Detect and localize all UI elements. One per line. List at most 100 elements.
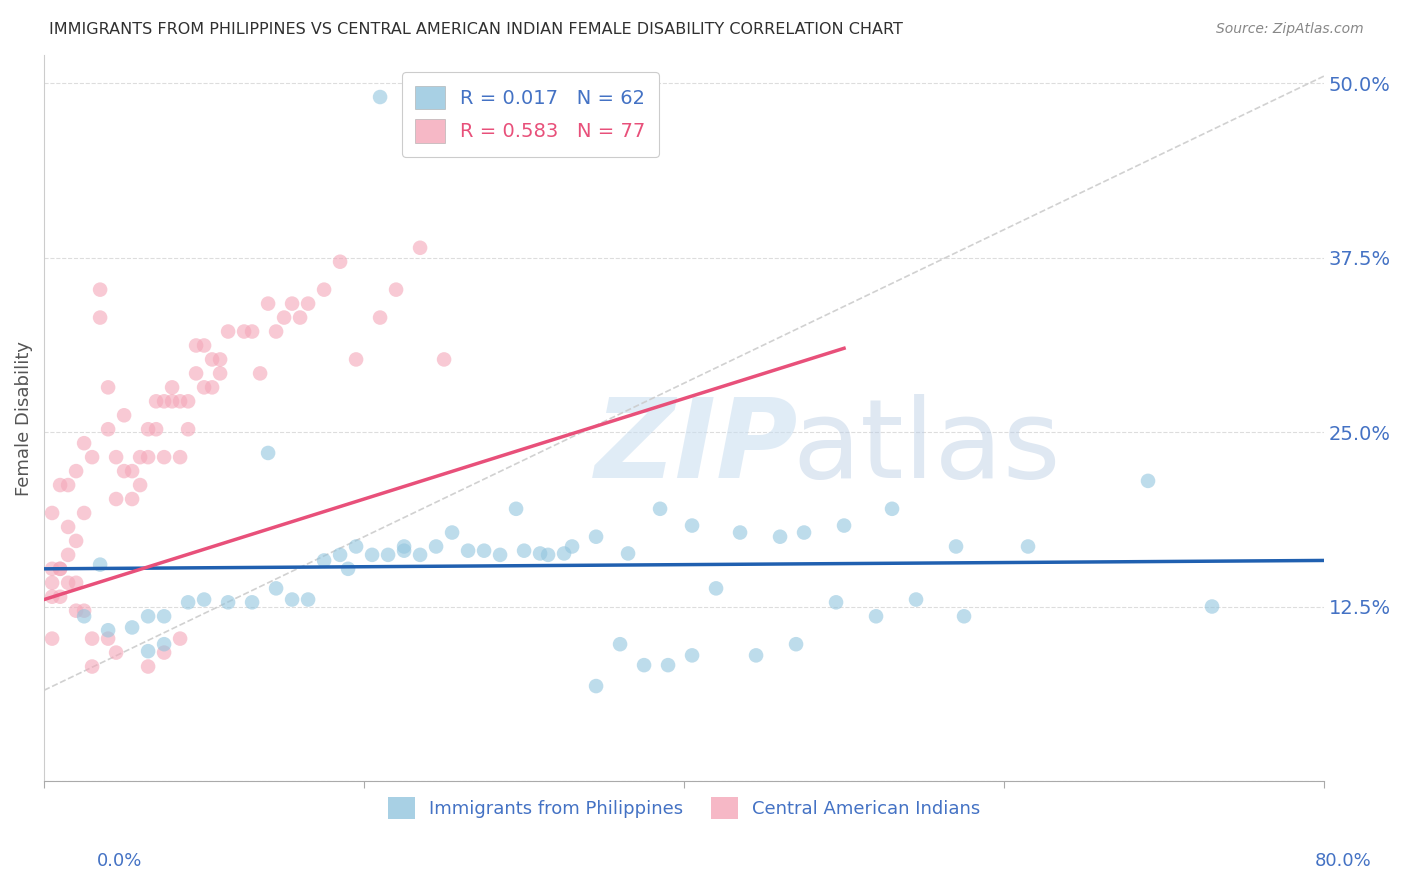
Point (297, 296, 319, 310)
Point (392, 543, 415, 558)
Point (105, 491, 128, 506)
Point (193, 592, 215, 607)
Point (65, 604, 87, 618)
Point (793, 525, 815, 540)
Point (89, 558, 111, 572)
Point (865, 609, 887, 624)
Point (785, 637, 807, 651)
Point (344, 352, 367, 367)
Point (209, 352, 232, 367)
Legend: Immigrants from Philippines, Central American Indians: Immigrants from Philippines, Central Ame… (381, 790, 987, 826)
Point (129, 450, 152, 465)
Point (273, 310, 295, 325)
Point (880, 501, 903, 516)
Point (257, 446, 280, 460)
Point (82, 632, 104, 646)
Point (65, 533, 87, 548)
Point (344, 540, 367, 554)
Point (314, 283, 336, 297)
Point (177, 394, 200, 409)
Point (633, 658, 655, 673)
Point (136, 644, 159, 658)
Point (585, 530, 607, 544)
Point (41, 575, 63, 590)
Point (184, 338, 207, 352)
Point (201, 352, 224, 367)
Point (945, 540, 967, 554)
Point (1137, 474, 1160, 488)
Point (728, 525, 751, 540)
Point (136, 422, 159, 436)
Point (145, 422, 167, 436)
Point (160, 380, 183, 394)
Point (136, 450, 159, 465)
Point (82, 659, 104, 673)
Point (73, 436, 96, 450)
Point (169, 450, 191, 465)
Y-axis label: Female Disability: Female Disability (15, 341, 32, 496)
Point (41, 632, 63, 646)
Point (609, 637, 631, 651)
Point (65, 464, 87, 478)
Point (129, 478, 152, 492)
Point (56, 575, 79, 590)
Point (953, 609, 976, 624)
Point (160, 394, 183, 409)
Point (169, 632, 191, 646)
Point (193, 338, 215, 352)
Point (704, 582, 727, 596)
Point (209, 367, 232, 381)
Point (281, 296, 304, 310)
Point (657, 658, 679, 673)
Point (472, 543, 495, 558)
Point (529, 546, 551, 560)
Point (441, 525, 464, 540)
Point (329, 548, 352, 562)
Point (553, 546, 575, 560)
Point (153, 394, 176, 409)
Point (73, 604, 96, 618)
Point (264, 325, 287, 339)
Point (56, 478, 79, 492)
Point (617, 546, 640, 560)
Point (217, 325, 239, 339)
Point (97, 632, 120, 646)
Text: Source: ZipAtlas.com: Source: ZipAtlas.com (1216, 22, 1364, 37)
Point (97, 380, 120, 394)
Point (288, 310, 311, 325)
Point (193, 380, 215, 394)
Point (314, 553, 336, 567)
Text: ZIP: ZIP (595, 393, 799, 500)
Point (249, 367, 271, 381)
Point (409, 548, 432, 562)
Point (121, 464, 143, 478)
Point (56, 520, 79, 534)
Point (769, 530, 792, 544)
Point (136, 609, 159, 624)
Point (153, 450, 176, 465)
Point (153, 637, 176, 651)
Point (1017, 540, 1039, 554)
Point (153, 609, 176, 624)
Point (240, 325, 263, 339)
Point (121, 491, 143, 506)
Point (240, 595, 263, 609)
Point (105, 450, 128, 465)
Point (73, 506, 96, 520)
Point (648, 501, 671, 516)
Point (368, 310, 391, 325)
Point (1201, 599, 1223, 614)
Point (112, 464, 135, 478)
Point (385, 283, 408, 297)
Point (73, 609, 96, 624)
Point (489, 548, 512, 562)
Point (425, 540, 447, 554)
Point (136, 659, 159, 673)
Point (368, 90, 391, 104)
Point (41, 562, 63, 576)
Point (49, 590, 72, 604)
Point (177, 595, 200, 609)
Point (537, 548, 560, 562)
Point (297, 592, 319, 607)
Point (264, 582, 287, 596)
